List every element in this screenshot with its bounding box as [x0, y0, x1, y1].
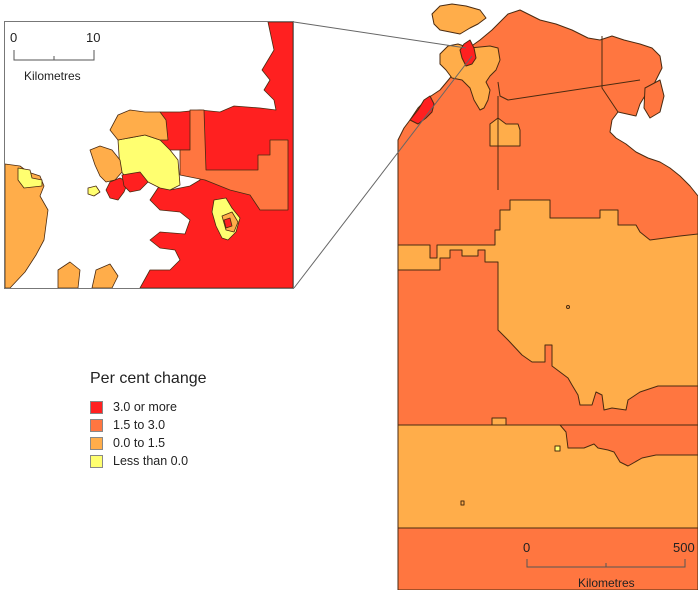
inset-region-yellow-west: [87, 185, 101, 197]
legend-swatch-red: [90, 400, 103, 414]
inset-region-light-orange-west: [89, 145, 123, 183]
region-nw-light-orange: [439, 43, 501, 111]
legend-swatch-light-orange: [90, 436, 103, 450]
main-scale-unit-label: Kilometres: [578, 576, 635, 590]
main-scale-end-label: 500: [673, 540, 695, 555]
legend-item-1-5-to-3: 1.5 to 3.0: [90, 416, 207, 434]
legend-swatch-yellow: [90, 454, 103, 468]
region-tiwi-light-orange: [431, 3, 487, 35]
legend-swatch-orange: [90, 418, 103, 432]
main-map: [397, 3, 698, 590]
inset-region-red-peninsula: [105, 177, 129, 201]
legend-item-0-to-1-5: 0.0 to 1.5: [90, 434, 207, 452]
legend-label: 0.0 to 1.5: [113, 436, 166, 450]
town-tennant-creek: [566, 305, 570, 309]
town-alice-springs: [554, 445, 561, 452]
inset-region-red-south: [121, 171, 149, 193]
region-central-light-orange: [397, 199, 698, 411]
legend-label: 1.5 to 3.0: [113, 418, 166, 432]
legend-item-3-or-more: 3.0 or more: [90, 398, 207, 416]
inset-region-red-palmerston: [223, 217, 233, 229]
region-darwin-red: [459, 39, 477, 67]
inset-map: [5, 22, 293, 288]
legend: Per cent change 3.0 or more 1.5 to 3.0 0…: [90, 370, 207, 470]
inset-frame: [4, 21, 294, 289]
legend-item-less-than-0: Less than 0.0: [90, 452, 207, 470]
town-small: [460, 500, 465, 506]
inset-region-orange-east: [179, 109, 289, 211]
inset-region-red-east: [139, 22, 293, 288]
internal-boundaries: [398, 36, 698, 426]
inset-scale-start-label: 0: [10, 30, 18, 45]
main-scale-line: [526, 559, 686, 568]
inset-scale-unit-label: Kilometres: [24, 69, 81, 83]
legend-label: 3.0 or more: [113, 400, 177, 414]
region-south-red: [409, 95, 435, 125]
legend-label: Less than 0.0: [113, 454, 189, 468]
inset-region-yellow-landmass: [17, 167, 43, 189]
inset-scale-end-label: 10: [86, 30, 101, 45]
inset-region-light-orange-north: [109, 109, 169, 141]
main-scale-start-label: 0: [523, 540, 531, 555]
inset-scale-line: [13, 50, 95, 61]
inset-region-light-orange-islands: [57, 261, 119, 288]
region-ne-islands: [643, 79, 665, 119]
inset-leader-lines: [293, 21, 473, 289]
legend-title: Per cent change: [90, 370, 207, 387]
region-south-light-orange: [397, 417, 698, 529]
